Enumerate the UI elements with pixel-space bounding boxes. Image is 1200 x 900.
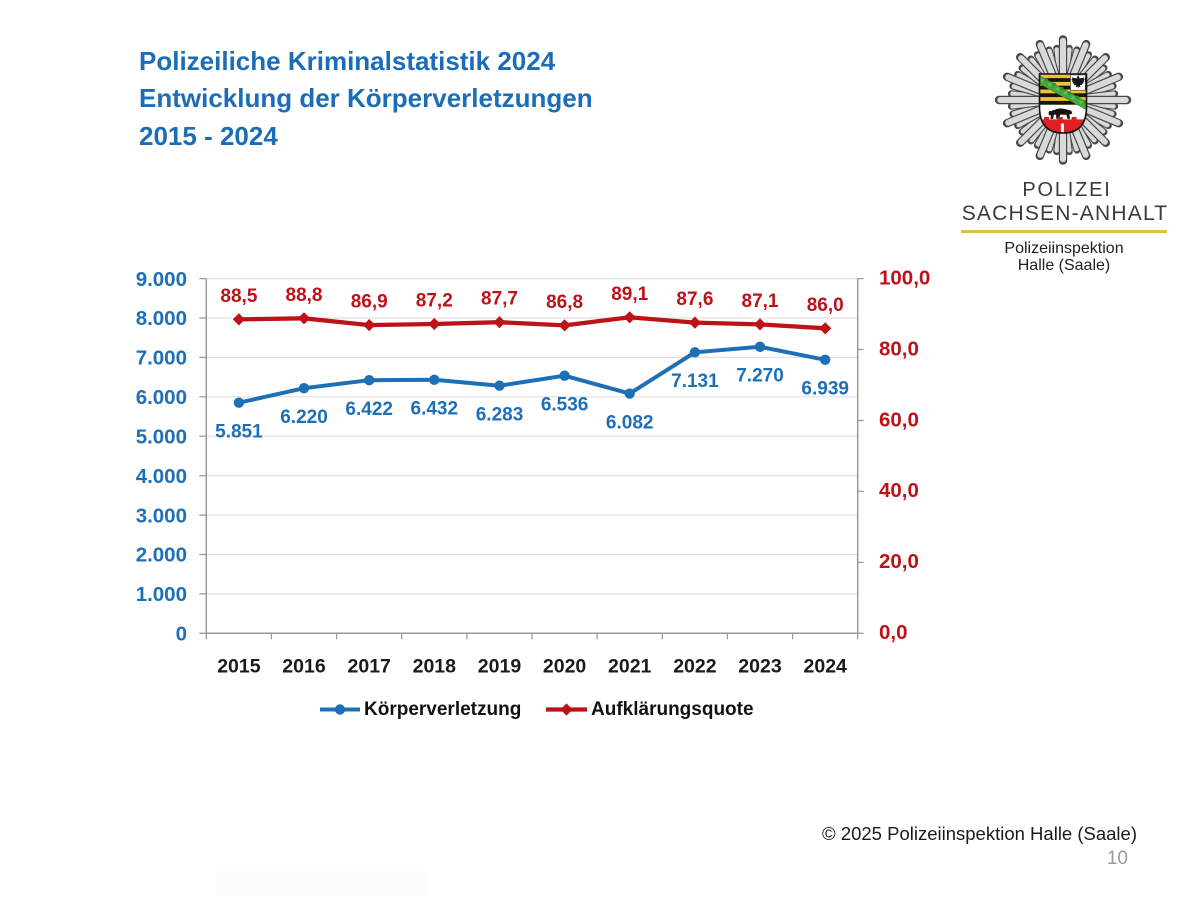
- svg-text:86,9: 86,9: [351, 292, 388, 313]
- svg-text:2024: 2024: [804, 656, 848, 678]
- svg-text:6.283: 6.283: [476, 404, 524, 425]
- svg-text:6.220: 6.220: [280, 407, 328, 428]
- svg-text:86,8: 86,8: [546, 292, 583, 313]
- svg-text:20,0: 20,0: [879, 550, 919, 573]
- svg-text:1.000: 1.000: [136, 583, 187, 606]
- svg-text:Aufklärungsquote: Aufklärungsquote: [591, 699, 754, 720]
- svg-text:0,0: 0,0: [879, 621, 908, 644]
- svg-text:4.000: 4.000: [136, 465, 187, 488]
- svg-text:87,1: 87,1: [742, 291, 779, 312]
- svg-text:2015: 2015: [217, 656, 261, 678]
- svg-text:2022: 2022: [673, 656, 717, 678]
- svg-text:0: 0: [176, 623, 187, 646]
- svg-text:60,0: 60,0: [879, 408, 919, 431]
- svg-text:2021: 2021: [608, 656, 652, 678]
- svg-text:86,0: 86,0: [807, 295, 844, 316]
- svg-text:2.000: 2.000: [136, 544, 187, 567]
- svg-text:7.131: 7.131: [671, 371, 719, 392]
- svg-text:88,5: 88,5: [220, 286, 257, 307]
- svg-text:87,2: 87,2: [416, 291, 453, 312]
- svg-text:7.000: 7.000: [136, 347, 187, 370]
- svg-text:6.082: 6.082: [606, 412, 654, 433]
- svg-text:8.000: 8.000: [136, 307, 187, 330]
- svg-text:100,0: 100,0: [879, 266, 930, 289]
- svg-text:Körperverletzung: Körperverletzung: [364, 699, 521, 720]
- svg-text:7.270: 7.270: [736, 366, 784, 387]
- svg-text:5.851: 5.851: [215, 421, 263, 442]
- svg-text:89,1: 89,1: [611, 284, 648, 305]
- svg-text:40,0: 40,0: [879, 479, 919, 502]
- svg-text:88,8: 88,8: [286, 285, 323, 306]
- svg-text:2019: 2019: [478, 656, 522, 678]
- svg-text:3.000: 3.000: [136, 504, 187, 527]
- svg-text:6.432: 6.432: [411, 399, 459, 420]
- svg-text:2023: 2023: [738, 656, 782, 678]
- svg-text:2018: 2018: [413, 656, 457, 678]
- svg-text:6.939: 6.939: [801, 379, 849, 400]
- svg-text:2020: 2020: [543, 656, 587, 678]
- svg-text:87,6: 87,6: [676, 289, 713, 310]
- svg-text:6.536: 6.536: [541, 394, 589, 415]
- svg-text:6.000: 6.000: [136, 386, 187, 409]
- svg-text:5.000: 5.000: [136, 425, 187, 448]
- svg-text:2016: 2016: [282, 656, 326, 678]
- svg-text:6.422: 6.422: [345, 399, 393, 420]
- svg-text:80,0: 80,0: [879, 337, 919, 360]
- svg-text:9.000: 9.000: [136, 268, 187, 291]
- svg-text:2017: 2017: [348, 656, 391, 678]
- svg-text:87,7: 87,7: [481, 289, 518, 310]
